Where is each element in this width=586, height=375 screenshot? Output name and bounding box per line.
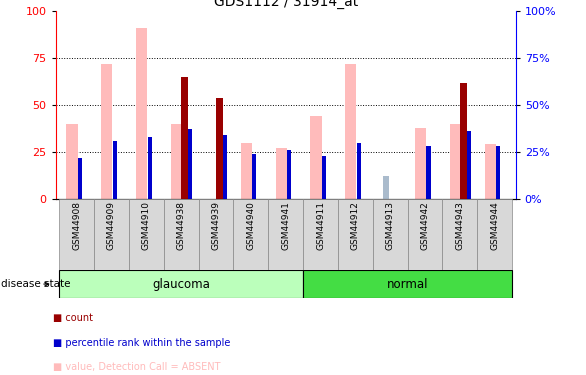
- Bar: [442, 199, 478, 270]
- Bar: [268, 199, 303, 270]
- Bar: [408, 199, 442, 270]
- Bar: [478, 199, 512, 270]
- Bar: [171, 124, 182, 199]
- Text: glaucoma: glaucoma: [152, 278, 210, 291]
- Bar: [460, 82, 466, 199]
- Text: GSM44941: GSM44941: [281, 201, 290, 250]
- Bar: [188, 129, 192, 199]
- Text: GSM44909: GSM44909: [107, 201, 116, 250]
- Bar: [252, 154, 257, 199]
- Bar: [223, 135, 227, 199]
- Bar: [241, 142, 252, 199]
- Bar: [136, 28, 147, 199]
- Text: GSM44910: GSM44910: [142, 201, 151, 250]
- Bar: [427, 146, 431, 199]
- Text: ■ count: ■ count: [53, 313, 93, 323]
- Bar: [113, 141, 117, 199]
- Bar: [66, 124, 77, 199]
- Bar: [233, 199, 268, 270]
- Text: GSM44943: GSM44943: [455, 201, 465, 250]
- Bar: [148, 137, 152, 199]
- Bar: [59, 270, 303, 298]
- Bar: [322, 156, 326, 199]
- Title: GDS1112 / 31914_at: GDS1112 / 31914_at: [213, 0, 358, 9]
- Bar: [415, 128, 426, 199]
- Bar: [345, 64, 356, 199]
- Text: normal: normal: [387, 278, 428, 291]
- Bar: [94, 199, 129, 270]
- Bar: [467, 131, 471, 199]
- Bar: [357, 142, 361, 199]
- Text: ■ value, Detection Call = ABSENT: ■ value, Detection Call = ABSENT: [53, 362, 220, 372]
- Text: ■ percentile rank within the sample: ■ percentile rank within the sample: [53, 338, 230, 348]
- Bar: [199, 199, 233, 270]
- Bar: [496, 146, 500, 199]
- Text: GSM44939: GSM44939: [212, 201, 220, 250]
- Text: GSM44944: GSM44944: [490, 201, 499, 250]
- Bar: [303, 270, 512, 298]
- Bar: [78, 158, 82, 199]
- Bar: [275, 148, 287, 199]
- Text: GSM44912: GSM44912: [351, 201, 360, 250]
- Bar: [311, 116, 322, 199]
- Bar: [450, 124, 461, 199]
- Text: GSM44938: GSM44938: [176, 201, 186, 250]
- Text: GSM44908: GSM44908: [72, 201, 81, 250]
- Bar: [163, 199, 199, 270]
- Bar: [373, 199, 408, 270]
- Text: disease state: disease state: [1, 279, 70, 289]
- Text: GSM44911: GSM44911: [316, 201, 325, 250]
- Bar: [485, 144, 496, 199]
- Bar: [383, 176, 389, 199]
- Bar: [182, 77, 188, 199]
- Bar: [129, 199, 163, 270]
- Bar: [59, 199, 94, 270]
- Text: GSM44942: GSM44942: [421, 201, 430, 250]
- Bar: [287, 150, 291, 199]
- Bar: [216, 98, 223, 199]
- Text: GSM44913: GSM44913: [386, 201, 395, 250]
- Bar: [338, 199, 373, 270]
- Bar: [303, 199, 338, 270]
- Bar: [101, 64, 113, 199]
- Text: GSM44940: GSM44940: [246, 201, 255, 250]
